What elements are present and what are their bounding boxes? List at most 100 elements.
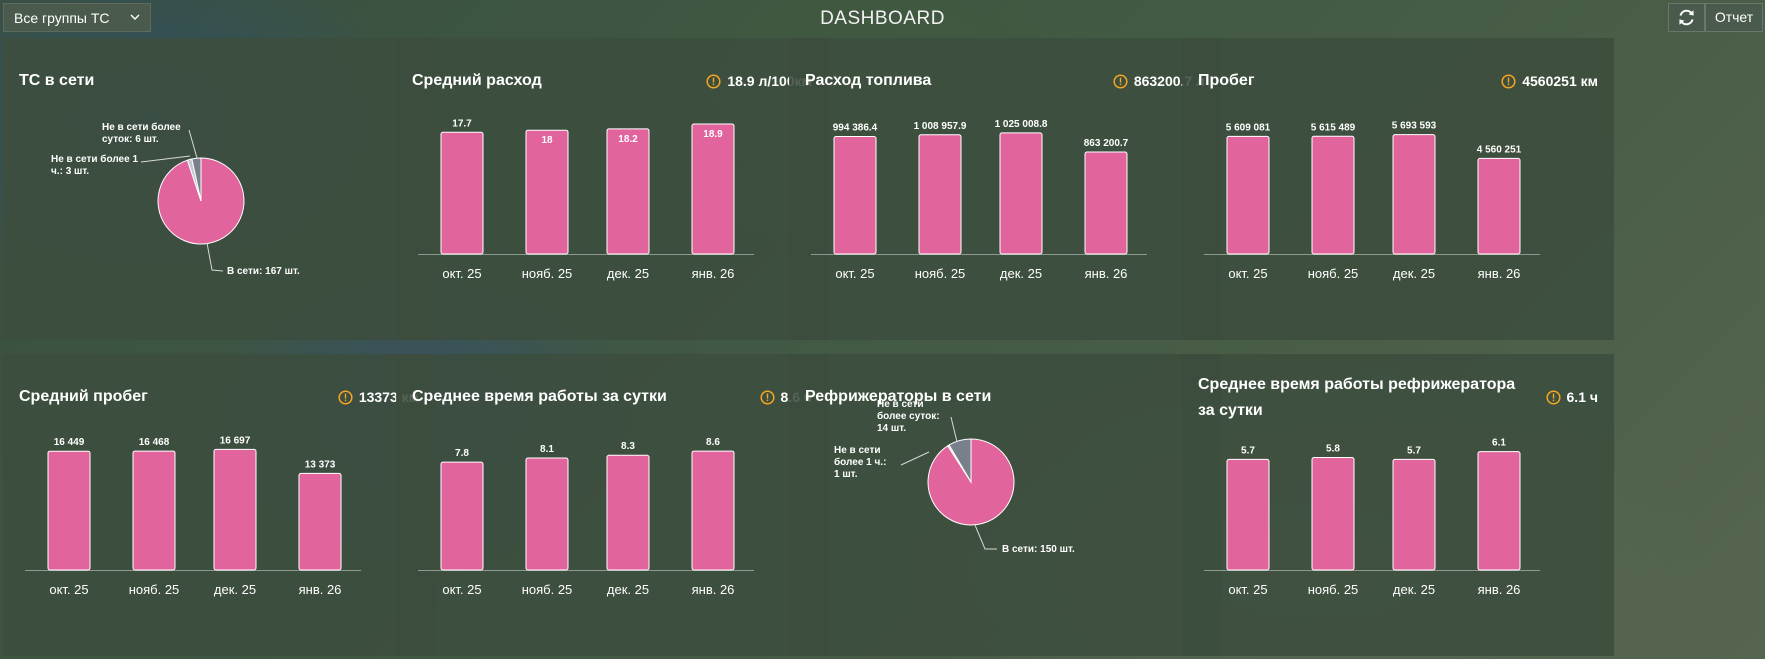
vehicle-group-select[interactable]: Все группы ТС — [3, 3, 151, 32]
data-label: 5 609 081 — [1226, 122, 1271, 133]
top-bar: Все группы ТС DASHBOARD Отчет — [0, 0, 1765, 36]
bar — [999, 132, 1043, 255]
data-label: 1 008 957.9 — [914, 121, 967, 132]
data-label: 5 615 489 — [1311, 122, 1356, 133]
card-title: Среднее время работы рефрижератора за су… — [1198, 376, 1516, 419]
card-title: Рефрижераторы в сети — [805, 388, 992, 405]
slice-label: Не в сети более 1 ч.: 3 шт. — [51, 153, 138, 177]
bar — [1392, 134, 1436, 255]
bar — [47, 450, 91, 571]
bar-chart: 16 449 окт. 25 16 468 нояб. 25 16 697 дек. 25… — [25, 435, 361, 597]
leader-line — [974, 524, 997, 550]
category-label: окт. 25 — [442, 582, 481, 597]
card-total-value: 4560251 км — [1522, 73, 1598, 89]
category-label: нояб. 25 — [1308, 266, 1359, 281]
warning-icon — [1501, 73, 1516, 89]
refresh-button[interactable] — [1668, 3, 1705, 32]
bar — [1226, 135, 1270, 255]
leader-line — [900, 451, 930, 466]
data-label: 18.9 — [703, 129, 723, 140]
data-label: 8.3 — [621, 441, 635, 452]
warning-icon — [1113, 73, 1128, 89]
warning-icon — [338, 389, 353, 405]
pie-chart: В сети: 167 шт. Не в сети более 1 ч.: 3 шт… — [51, 121, 300, 277]
data-label: 16 449 — [54, 437, 85, 448]
category-label: янв. 26 — [692, 582, 735, 597]
slice-label: Не в сети более суток: 6 шт. — [102, 121, 181, 145]
bar — [833, 135, 877, 255]
bar — [606, 128, 650, 255]
category-label: янв. 26 — [1478, 582, 1521, 597]
category-label: янв. 26 — [1085, 266, 1128, 281]
bar — [213, 448, 257, 571]
card-fuel-consumption: Расход топлива 863200.7 л 994 386.4 окт. … — [789, 38, 1221, 340]
leader-line — [188, 129, 198, 159]
category-label: окт. 25 — [1228, 582, 1267, 597]
category-label: нояб. 25 — [522, 582, 573, 597]
bar — [298, 472, 342, 571]
category-label: дек. 25 — [1393, 582, 1435, 597]
category-label: дек. 25 — [607, 266, 649, 281]
category-label: дек. 25 — [214, 582, 256, 597]
card-avg-refrigerator-work-time: Среднее время работы рефрижератора за су… — [1182, 354, 1614, 656]
pie-slice — [191, 157, 202, 202]
warning-icon — [759, 389, 775, 405]
bar — [918, 134, 962, 255]
card-title: Средний пробег — [19, 388, 148, 405]
category-label: нояб. 25 — [522, 266, 573, 281]
card-title: ТС в сети — [19, 72, 95, 89]
card-title: Пробег — [1198, 72, 1255, 89]
card-total-value: 6.1 ч — [1566, 389, 1598, 405]
data-label: 994 386.4 — [833, 122, 878, 133]
bar — [1084, 151, 1128, 255]
data-label: 17.7 — [452, 118, 472, 129]
report-button[interactable]: Отчет — [1705, 3, 1763, 32]
pie-slice — [948, 438, 972, 484]
data-label: 6.1 — [1492, 438, 1506, 449]
bar — [691, 123, 735, 255]
category-label: дек. 25 — [1000, 266, 1042, 281]
bar-chart: 17.7 окт. 25 18 нояб. 25 18.2 дек. 25 18.9 янв.… — [418, 118, 754, 281]
warning-icon — [1545, 389, 1561, 405]
card-online-refrigerators: Рефрижераторы в сети В сети: 150 шт. Не в… — [789, 354, 1221, 656]
chevron-down-icon — [130, 14, 140, 20]
data-label: 18.2 — [618, 134, 638, 145]
card-title: Расход топлива — [805, 72, 932, 89]
category-label: нояб. 25 — [915, 266, 966, 281]
bar — [1226, 458, 1270, 571]
card-mileage: Пробег 4560251 км 5 609 081 окт. 25 5 615 … — [1182, 38, 1614, 340]
data-label: 13 373 — [305, 459, 336, 470]
bar — [440, 131, 484, 255]
card-avg-work-time: Среднее время работы за сутки 8.6 ч 7.8о… — [396, 354, 828, 656]
leader-line — [140, 155, 191, 163]
data-label: 5.7 — [1241, 445, 1255, 456]
bar — [132, 450, 176, 571]
card-total[interactable]: 6.1 ч — [1545, 389, 1598, 405]
bar — [1477, 451, 1521, 571]
data-label: 16 697 — [220, 435, 251, 446]
bar — [1311, 456, 1355, 571]
category-label: окт. 25 — [835, 266, 874, 281]
card-total[interactable]: 4560251 км — [1501, 73, 1598, 89]
data-label: 5 693 593 — [1392, 121, 1437, 132]
bar — [1311, 135, 1355, 255]
bar — [691, 450, 735, 571]
category-label: дек. 25 — [607, 582, 649, 597]
data-label: 863 200.7 — [1084, 138, 1129, 149]
data-label: 8.6 — [706, 437, 720, 448]
category-label: окт. 25 — [442, 266, 481, 281]
card-avg-mileage: Средний пробег 13373 км 16 449 окт. 25 16 … — [3, 354, 435, 656]
page-title: DASHBOARD — [820, 8, 945, 29]
bar-chart: 7.8 окт. 25 8.1 нояб. 25 8.3 дек. 25 8.6 янв. 2… — [418, 437, 754, 597]
category-label: янв. 26 — [692, 266, 735, 281]
pie-chart: В сети: 150 шт. Не в сети более 1 ч.: 1 шт.… — [834, 399, 1075, 555]
slice-label: В сети: 167 шт. — [227, 266, 300, 277]
data-label: 5.7 — [1407, 445, 1421, 456]
category-label: окт. 25 — [1228, 266, 1267, 281]
data-label: 1 025 008.8 — [995, 119, 1048, 130]
bar — [525, 457, 569, 571]
refresh-icon — [1679, 9, 1694, 26]
data-label: 4 560 251 — [1477, 144, 1522, 155]
leader-line — [206, 242, 224, 272]
card-title: Среднее время работы за сутки — [412, 388, 667, 405]
